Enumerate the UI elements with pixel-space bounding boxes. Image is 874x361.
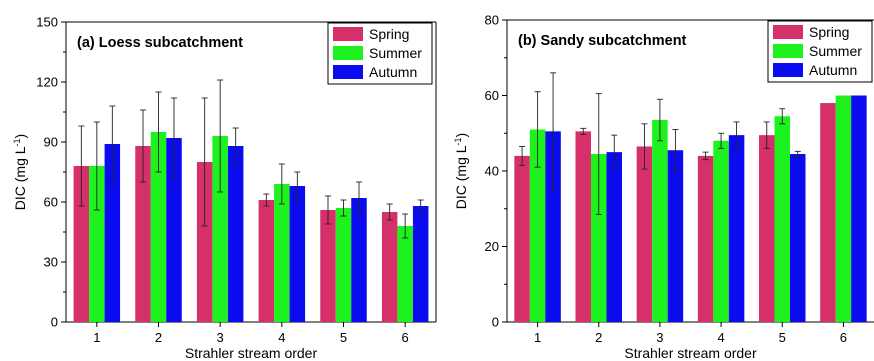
bar-summer (774, 116, 790, 322)
bar-summer (150, 132, 167, 322)
bar-spring (135, 146, 151, 322)
legend-label-summer: Summer (809, 43, 862, 59)
bar-autumn (166, 138, 182, 322)
bar-autumn (351, 198, 367, 322)
x-tick-label: 6 (840, 330, 847, 345)
bar-autumn (790, 154, 806, 322)
y-tick-label: 0 (492, 315, 499, 330)
bar-spring (697, 155, 714, 322)
bar-summer (591, 154, 607, 322)
y-tick-label: 120 (36, 75, 58, 90)
legend-label-spring: Spring (369, 26, 409, 42)
legend-swatch-summer (333, 46, 363, 60)
legend-swatch-autumn (773, 63, 803, 77)
legend-swatch-spring (773, 25, 803, 39)
bar-summer (835, 95, 852, 322)
bar-spring (196, 162, 213, 322)
bar-autumn (104, 144, 121, 322)
chart-panel-b: 0 20 40 60 80 1 2 3 4 5 6 (b) Sandy subcatchment Str… (453, 13, 874, 361)
y-tick-label: 80 (485, 13, 499, 28)
bar-summer (713, 140, 729, 322)
x-tick-label: 5 (779, 330, 786, 345)
y-axis-label: DIC (mg L-1) (453, 133, 469, 209)
legend-label-autumn: Autumn (369, 64, 417, 80)
x-tick-label: 1 (534, 330, 541, 345)
legend-swatch-spring (333, 27, 363, 41)
bar-autumn (667, 150, 684, 322)
bar-autumn (728, 135, 745, 322)
bar-spring (759, 135, 775, 322)
legend-label-spring: Spring (809, 24, 849, 40)
y-axis-label: DIC (mg L-1) (12, 134, 28, 210)
bar-summer (529, 129, 546, 322)
bar-spring (636, 146, 653, 322)
x-tick-label: 6 (402, 330, 409, 345)
x-axis-label: Strahler stream order (185, 345, 318, 361)
x-tick-label: 2 (595, 330, 602, 345)
legend-swatch-autumn (333, 65, 363, 79)
bar-spring (258, 200, 275, 322)
y-tick-label: 30 (44, 255, 58, 270)
legend-label-summer: Summer (369, 45, 422, 61)
y-tick-label: 40 (485, 164, 499, 179)
chart-panel-a: 0 30 60 90 120 150 1 2 3 4 5 6 (a) Loess subcatchmen… (12, 15, 437, 361)
legend-swatch-summer (773, 44, 803, 58)
bar-spring (381, 212, 398, 322)
y-tick-label: 150 (36, 15, 58, 30)
y-tick-label: 60 (44, 195, 58, 210)
bar-summer (335, 208, 352, 322)
x-tick-label: 2 (155, 330, 162, 345)
y-tick-label: 0 (51, 315, 58, 330)
x-axis-label: Strahler stream order (624, 345, 757, 361)
x-tick-label: 1 (93, 330, 100, 345)
chart-title: (b) Sandy subcatchment (518, 33, 687, 49)
x-tick-label: 5 (340, 330, 347, 345)
bar-summer (397, 226, 413, 322)
y-tick-label: 20 (485, 239, 499, 254)
bar-summer (212, 136, 228, 322)
bar-spring (320, 210, 336, 322)
bar-summer (89, 166, 105, 322)
y-tick-label: 60 (485, 88, 499, 103)
x-tick-label: 3 (656, 330, 663, 345)
bar-autumn (412, 206, 429, 322)
chart-title: (a) Loess subcatchment (77, 35, 243, 51)
legend: Spring Summer Autumn (327, 22, 433, 85)
bar-spring (575, 131, 591, 322)
bar-summer (274, 184, 290, 322)
legend-label-autumn: Autumn (809, 62, 857, 78)
bar-autumn (851, 95, 867, 322)
bar-spring (73, 166, 90, 322)
y-tick-label: 90 (44, 135, 58, 150)
bar-spring (514, 155, 530, 322)
bar-summer (652, 120, 668, 322)
bar-autumn (227, 146, 244, 322)
x-tick-label: 4 (278, 330, 285, 345)
bar-autumn (606, 152, 622, 322)
bar-autumn (289, 186, 306, 322)
bar-autumn (545, 131, 561, 322)
legend: Spring Summer Autumn (767, 20, 873, 83)
bar-spring (820, 103, 836, 322)
x-tick-label: 3 (217, 330, 224, 345)
x-tick-label: 4 (717, 330, 724, 345)
